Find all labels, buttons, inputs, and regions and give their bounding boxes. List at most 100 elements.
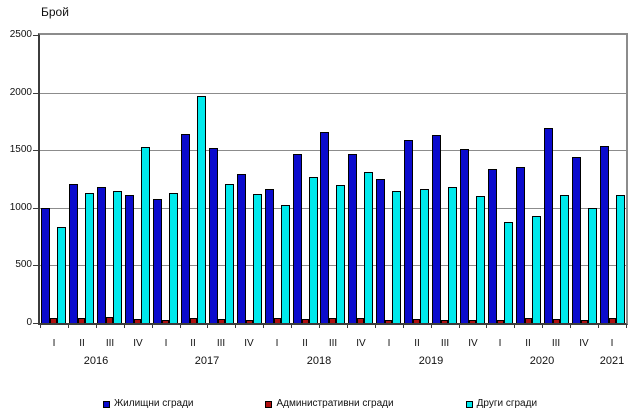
x-axis-quarter-label-19: IV bbox=[579, 338, 589, 349]
legend-marker-residential-icon bbox=[102, 400, 110, 408]
bar-residential-0 bbox=[41, 208, 51, 323]
bar-group-19 bbox=[570, 35, 598, 323]
x-axis-tick-mark bbox=[598, 325, 599, 328]
bar-other-6 bbox=[224, 184, 234, 323]
y-axis-tick-label-1000: 1000 bbox=[9, 202, 32, 213]
bar-residential-13 bbox=[404, 140, 414, 323]
x-axis-tick-mark bbox=[570, 325, 571, 328]
bar-group-20 bbox=[598, 35, 626, 323]
x-axis-tick-mark bbox=[263, 325, 264, 328]
bar-group-7 bbox=[235, 35, 263, 323]
x-axis-quarter-label-4: I bbox=[164, 338, 168, 349]
bar-group-13 bbox=[403, 35, 431, 323]
bar-other-1 bbox=[85, 193, 95, 323]
x-axis-year-label-2016: 2016 bbox=[83, 355, 109, 367]
x-axis-tick-mark bbox=[542, 325, 543, 328]
bar-residential-9 bbox=[292, 154, 302, 323]
y-axis-tick-mark bbox=[33, 208, 38, 209]
bar-administrative-17 bbox=[524, 318, 532, 323]
x-axis-year-label-2021: 2021 bbox=[599, 355, 625, 367]
legend-label-residential: Жилищни сгради bbox=[113, 398, 194, 409]
bar-group-16 bbox=[486, 35, 514, 323]
bar-administrative-4 bbox=[162, 320, 170, 323]
x-axis-quarter-label-2: III bbox=[105, 338, 115, 349]
bar-group-2 bbox=[96, 35, 124, 323]
bar-residential-16 bbox=[487, 169, 497, 323]
x-axis-quarter-label-6: III bbox=[216, 338, 226, 349]
x-axis-quarter-label-17: II bbox=[525, 338, 531, 349]
bar-residential-15 bbox=[460, 149, 469, 323]
bar-other-5 bbox=[196, 96, 206, 323]
bar-other-4 bbox=[169, 193, 179, 323]
bar-other-9 bbox=[308, 177, 318, 323]
y-axis-tick-mark bbox=[33, 93, 38, 94]
y-axis-tick-label-2500: 2500 bbox=[9, 29, 32, 40]
bar-residential-2 bbox=[97, 187, 107, 323]
bar-administrative-19 bbox=[580, 320, 588, 323]
bar-group-1 bbox=[68, 35, 96, 323]
bar-group-14 bbox=[431, 35, 459, 323]
bar-residential-14 bbox=[432, 135, 442, 323]
x-axis-tick-mark bbox=[291, 325, 292, 328]
bar-administrative-18 bbox=[552, 319, 560, 323]
chart-title: Брой bbox=[41, 5, 69, 19]
gridline-1500 bbox=[40, 150, 626, 151]
bar-residential-20 bbox=[599, 146, 609, 323]
x-axis-tick-mark bbox=[207, 325, 208, 328]
legend-marker-administrative-icon bbox=[265, 400, 273, 408]
y-axis-tick-label-0: 0 bbox=[26, 317, 32, 328]
x-axis-quarter-label-8: I bbox=[275, 338, 279, 349]
bar-other-15 bbox=[476, 196, 485, 323]
x-axis-quarter-label-5: II bbox=[190, 338, 196, 349]
x-axis-tick-mark bbox=[403, 325, 404, 328]
bar-administrative-9 bbox=[301, 319, 309, 323]
x-axis-year-label-2018: 2018 bbox=[306, 355, 332, 367]
bar-other-0 bbox=[57, 227, 67, 323]
x-axis-quarter-label-15: IV bbox=[468, 338, 478, 349]
plot-area bbox=[38, 33, 628, 325]
bar-residential-8 bbox=[264, 189, 274, 323]
bar-other-13 bbox=[420, 189, 430, 323]
bar-group-11 bbox=[347, 35, 375, 323]
y-axis-tick-label-2000: 2000 bbox=[9, 87, 32, 98]
bar-residential-17 bbox=[515, 167, 525, 323]
bar-group-12 bbox=[375, 35, 403, 323]
bar-group-5 bbox=[180, 35, 208, 323]
x-axis-tick-mark bbox=[180, 325, 181, 328]
bar-other-16 bbox=[503, 222, 513, 323]
x-axis-quarter-label-16: I bbox=[498, 338, 502, 349]
x-axis-quarter-label-14: III bbox=[440, 338, 450, 349]
x-axis-tick-mark bbox=[124, 325, 125, 328]
x-axis-tick-mark bbox=[459, 325, 460, 328]
bar-other-3 bbox=[141, 147, 151, 323]
bar-residential-19 bbox=[571, 157, 581, 323]
bar-group-8 bbox=[263, 35, 291, 323]
x-axis-tick-mark bbox=[347, 325, 348, 328]
bar-administrative-14 bbox=[441, 320, 449, 323]
bar-residential-5 bbox=[180, 134, 190, 323]
x-axis-quarter-label-20: I bbox=[610, 338, 614, 349]
bar-residential-18 bbox=[543, 128, 553, 323]
x-axis-quarter-label-11: IV bbox=[356, 338, 366, 349]
x-axis-quarter-label-13: II bbox=[414, 338, 420, 349]
legend-item-administrative: Административни сгради bbox=[265, 398, 394, 410]
x-axis-quarter-label-18: III bbox=[551, 338, 561, 349]
x-axis-quarter-label-9: II bbox=[302, 338, 308, 349]
bar-residential-12 bbox=[376, 179, 386, 323]
bar-other-8 bbox=[280, 205, 290, 323]
x-axis-quarter-label-3: IV bbox=[133, 338, 143, 349]
bar-other-14 bbox=[448, 187, 458, 323]
bar-other-18 bbox=[559, 195, 569, 323]
y-axis-tick-mark bbox=[33, 150, 38, 151]
x-axis-tick-mark bbox=[486, 325, 487, 328]
bar-administrative-11 bbox=[357, 318, 365, 323]
bar-administrative-10 bbox=[329, 318, 337, 323]
bar-administrative-13 bbox=[413, 319, 421, 323]
x-axis-quarter-label-12: I bbox=[387, 338, 391, 349]
gridline-500 bbox=[40, 265, 626, 266]
bar-administrative-12 bbox=[385, 320, 393, 323]
legend-label-other: Други сгради bbox=[476, 398, 538, 409]
bar-administrative-2 bbox=[106, 317, 114, 323]
x-axis-tick-mark bbox=[431, 325, 432, 328]
